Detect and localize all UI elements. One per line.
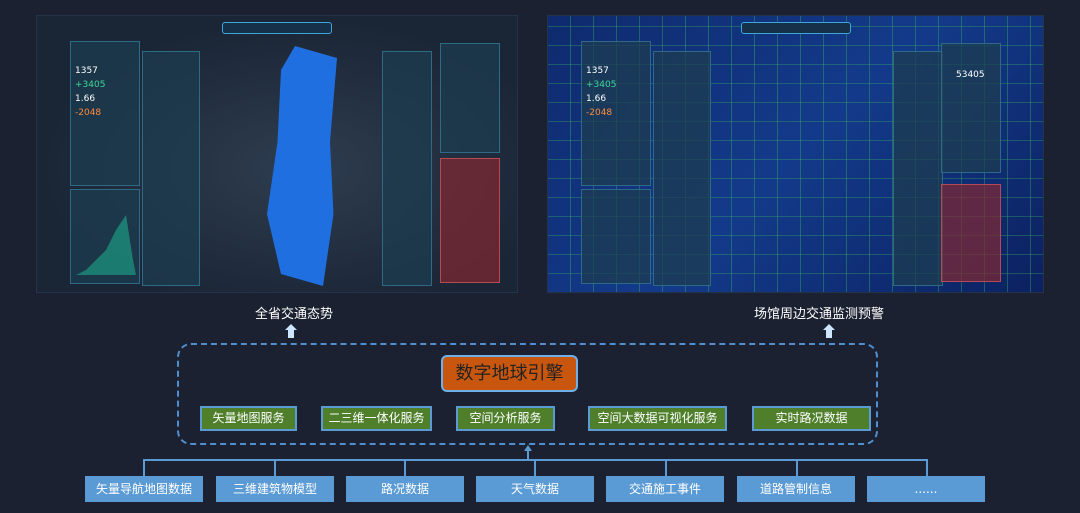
connector <box>404 460 406 476</box>
service-box: 二三维一体化服务 <box>321 406 432 431</box>
service-box: 空间分析服务 <box>456 406 555 431</box>
connector <box>143 460 145 476</box>
trend-chart-panel <box>70 189 140 284</box>
connector <box>274 460 276 476</box>
venue-traffic-dashboard-screenshot: 1357 +3405 1.66 -2048 53405 <box>547 15 1044 293</box>
connector <box>926 460 928 476</box>
alert-panel <box>440 158 500 283</box>
arrow-up-icon <box>524 445 532 460</box>
arrow-up-icon <box>285 324 297 338</box>
data-source-box: 矢量导航地图数据 <box>85 476 203 502</box>
right-screen-label: 场馆周边交通监测预警 <box>754 307 885 322</box>
stat: -2048 <box>586 108 613 118</box>
data-source-box: 交通施工事件 <box>606 476 724 502</box>
data-source-box: 天气数据 <box>476 476 594 502</box>
alert-panel <box>941 184 1001 282</box>
stat: +3405 <box>586 80 617 90</box>
connector <box>665 460 667 476</box>
stat: 1.66 <box>75 94 96 104</box>
stats-panel: 1357 +3405 1.66 -2048 <box>70 41 140 186</box>
trend-chart-panel <box>581 189 651 284</box>
provincial-traffic-dashboard-screenshot: 1357 +3405 1.66 -2048 <box>36 15 518 293</box>
data-source-box: ...... <box>867 476 985 502</box>
service-box: 空间大数据可视化服务 <box>588 406 727 431</box>
engine-group-boundary <box>177 343 878 445</box>
province-map <box>267 46 337 286</box>
service-box: 实时路况数据 <box>752 406 871 431</box>
route-list-panel <box>653 51 711 286</box>
event-list-panel <box>893 51 943 286</box>
service-box: 矢量地图服务 <box>200 406 297 431</box>
digital-earth-engine: 数字地球引擎 <box>441 355 578 392</box>
route-list-panel <box>142 51 200 286</box>
connector <box>796 460 798 476</box>
stats-panel: 1357 +3405 1.66 -2048 <box>581 41 651 186</box>
event-list-panel <box>382 51 432 286</box>
dashboard-title-bar <box>222 22 332 34</box>
left-screen-label: 全省交通态势 <box>255 307 334 322</box>
stat: +3405 <box>75 80 106 90</box>
stats-list: 1357 +3405 1.66 -2048 <box>586 66 616 119</box>
data-source-box: 道路管制信息 <box>737 476 855 502</box>
count-panel: 53405 <box>941 43 1001 173</box>
stats-list: 1357 +3405 1.66 -2048 <box>75 66 105 119</box>
dashboard-title-bar <box>740 22 851 34</box>
stat: 53405 <box>956 70 985 80</box>
data-source-box: 路况数据 <box>346 476 464 502</box>
stat: 1357 <box>586 66 609 76</box>
data-source-box: 三维建筑物模型 <box>216 476 334 502</box>
stat: 1.66 <box>586 94 607 104</box>
arrow-up-icon <box>823 324 835 338</box>
stat: -2048 <box>75 108 102 118</box>
stat: 1357 <box>75 66 98 76</box>
count-panel <box>440 43 500 153</box>
connector <box>534 460 536 476</box>
